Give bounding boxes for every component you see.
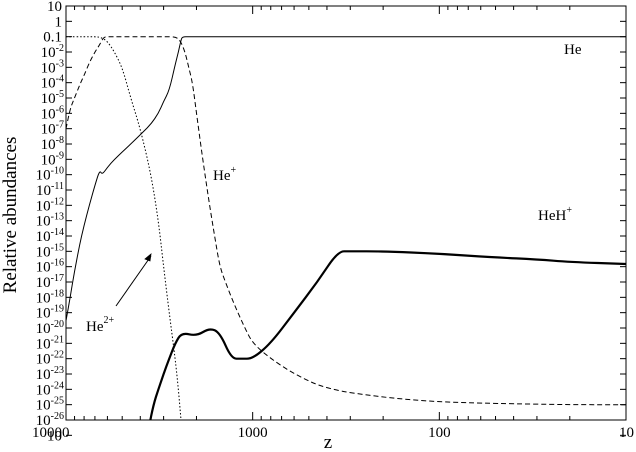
x-tick-label: 100 <box>428 425 451 441</box>
y-tick-label: 10-20 <box>36 319 64 337</box>
y-tick-label: 10-13 <box>36 212 64 230</box>
y-tick-label: 10-4 <box>41 74 64 92</box>
series-line-he- <box>66 36 626 406</box>
y-tick-label: 10-6 <box>41 104 64 122</box>
series-label: He <box>564 42 582 58</box>
y-axis-label: Relative abundances <box>0 137 21 294</box>
annotation-label: He2+ <box>86 315 115 335</box>
series-line-he <box>66 36 626 321</box>
x-tick-label: 1000 <box>238 425 268 441</box>
y-tick-label: 10-22 <box>36 350 64 368</box>
annotation-arrow-head <box>144 253 152 262</box>
series-label: HeH+ <box>538 205 572 224</box>
y-tick-label: 10-10 <box>36 166 64 184</box>
y-tick-label: 10-18 <box>36 288 64 306</box>
y-tick-label: 10-7 <box>41 120 64 138</box>
y-tick-label: 10-15 <box>36 242 64 260</box>
y-tick-label: 10-23 <box>36 365 64 383</box>
y-tick-label: 10-25 <box>36 396 64 414</box>
y-tick-label: 10-19 <box>36 304 64 322</box>
annotation-arrow-line <box>115 255 152 307</box>
series-line-heh- <box>149 250 626 420</box>
y-tick-label: 10-9 <box>41 150 64 168</box>
x-axis-ticks: 10000 1000 100 10 <box>32 6 634 441</box>
y-tick-label: 10 <box>47 428 62 444</box>
series-labels: He He+ HeH+ He2+ <box>86 42 582 335</box>
series-curves <box>66 36 626 420</box>
y-tick-label: 10-24 <box>36 380 64 398</box>
series-label: He+ <box>213 165 237 184</box>
x-tick-label: 10 <box>619 425 634 441</box>
y-axis-ticks: 1010.110-210-310-410-510-610-710-810-910… <box>36 0 626 444</box>
y-tick-label: 10-16 <box>36 258 64 276</box>
y-tick-label: 1 <box>55 14 63 30</box>
x-tick-label: 10000 <box>32 425 70 441</box>
y-tick-label: 10 <box>47 0 62 15</box>
plot-frame <box>65 5 627 421</box>
y-tick-label: 10-2 <box>41 43 64 61</box>
series-line-he2- <box>66 36 182 420</box>
y-tick-label: 10-12 <box>36 196 64 214</box>
y-tick-label: 10-11 <box>36 181 64 199</box>
y-tick-label: 10-8 <box>41 135 64 153</box>
y-tick-label: 10-17 <box>36 273 64 291</box>
y-tick-label: 10-3 <box>41 58 64 76</box>
y-tick-label: 10-5 <box>41 89 64 107</box>
x-axis-label: z <box>324 432 332 452</box>
y-tick-label: 10-21 <box>36 334 64 352</box>
y-tick-label: 10-14 <box>36 227 64 245</box>
y-tick-label: 10-26 <box>36 411 64 429</box>
y-tick-label: 0.1 <box>43 30 62 46</box>
